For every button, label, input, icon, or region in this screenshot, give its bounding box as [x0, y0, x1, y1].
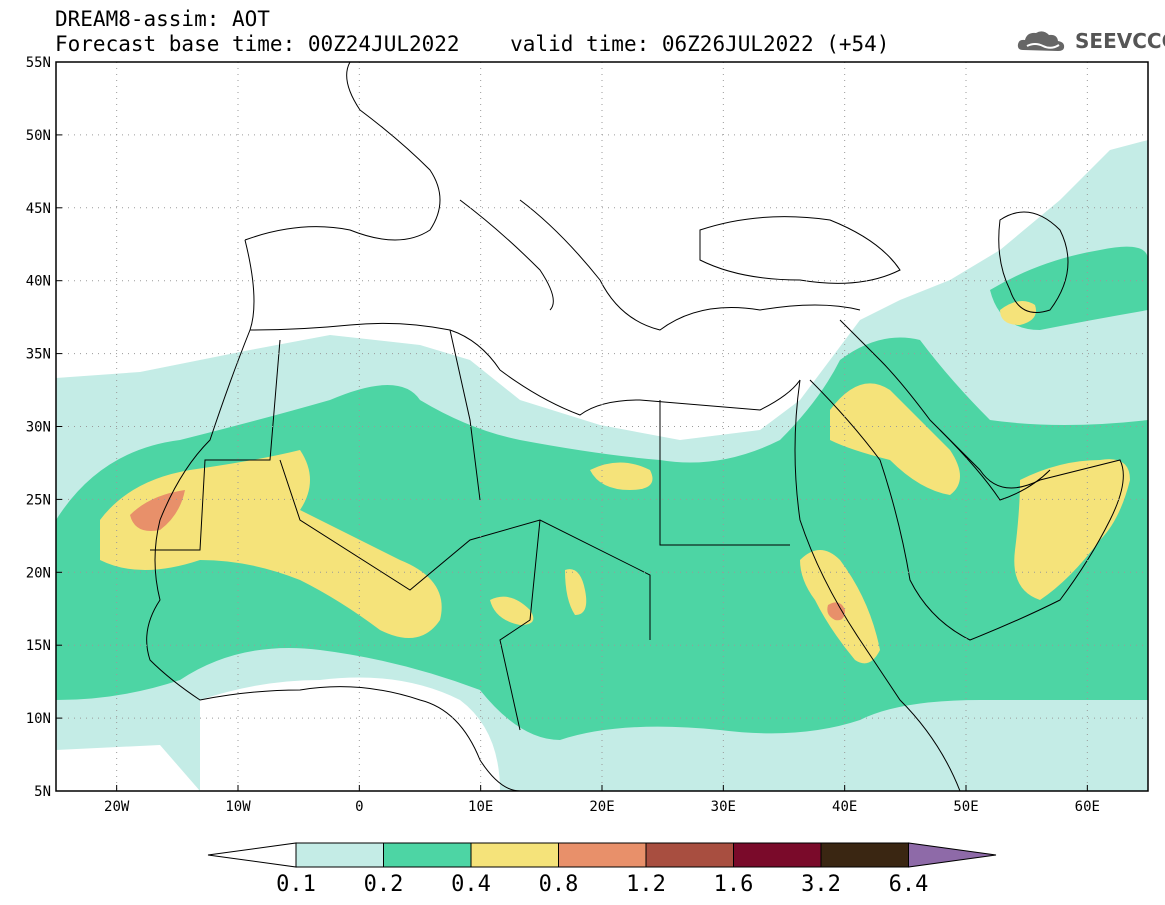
map-grid — [56, 62, 1148, 791]
colorbar-bin — [820, 842, 909, 868]
tick-label-lat: 25N — [26, 492, 51, 508]
colorbar-bin — [383, 842, 472, 868]
colorbar-label: 0.4 — [451, 872, 491, 897]
aot-field — [56, 140, 1148, 791]
logo-text: SEEVCCC — [1075, 29, 1165, 53]
colorbar-bin — [733, 842, 822, 868]
aot-contour-0.8-ethiopia — [827, 602, 845, 621]
title-line-1: DREAM8-assim: AOT — [55, 7, 270, 31]
tick-label-lon: 20W — [104, 799, 130, 815]
aot-contour-0.4-sahara — [100, 450, 442, 638]
title-line-2: Forecast base time: 00Z24JUL2022 valid t… — [55, 32, 890, 56]
tick-label-lon: 60E — [1075, 799, 1100, 815]
tick-label-lon: 10W — [225, 799, 251, 815]
coastline-caspian — [998, 211, 1069, 313]
tick-label-lon: 30E — [711, 799, 736, 815]
colorbar-label: 1.6 — [714, 872, 754, 897]
tick-label-lon: 10E — [468, 799, 493, 815]
coastline-italy — [459, 199, 554, 311]
colorbar-label: 0.2 — [364, 872, 404, 897]
tick-label-lat: 20N — [26, 565, 51, 581]
tick-label-lon: 40E — [832, 799, 857, 815]
coastline-africa — [146, 239, 521, 791]
tick-label-lon: 20E — [589, 799, 614, 815]
aot-contour-0.4-sudan — [490, 596, 534, 625]
cloud-logo-icon — [1017, 31, 1065, 51]
aot-contour-0.8-mauritania — [130, 490, 185, 531]
colorbar-label: 3.2 — [801, 872, 841, 897]
aot-contour-0.4-chad — [565, 569, 587, 615]
colorbar-bin — [645, 842, 734, 868]
tick-label-lat: 15N — [26, 638, 51, 654]
tick-label-lon: 50E — [953, 799, 978, 815]
tick-label-lat: 50N — [26, 128, 51, 144]
coastline-black-sea — [699, 216, 901, 284]
tick-label-lat: 35N — [26, 347, 51, 363]
colorbar-bin — [295, 842, 384, 868]
colorbar-over-triangle — [908, 842, 997, 868]
coastline-persian-gulf — [939, 429, 1051, 501]
coastline-europe — [244, 62, 441, 241]
colorbar-label: 0.8 — [539, 872, 579, 897]
aot-clear-gulfguinea — [56, 745, 200, 791]
aot-clear-westafrica — [200, 677, 500, 791]
colorbar: 0.1 0.2 0.4 0.8 1.2 1.6 3.2 6.4 — [207, 842, 997, 897]
coastline-north-africa — [249, 322, 801, 416]
seevccc-logo: SEEVCCC — [1015, 26, 1165, 56]
colorbar-bin — [470, 842, 559, 868]
colorbar-label: 1.2 — [626, 872, 666, 897]
tick-label-lat: 30N — [26, 420, 51, 436]
tick-label-lat: 10N — [26, 711, 51, 727]
border-sahel — [150, 329, 790, 731]
colorbar-label: 6.4 — [889, 872, 929, 897]
colorbar-bin — [558, 842, 647, 868]
coastline-arabia — [809, 319, 1124, 641]
tick-label-lat: 5N — [34, 784, 51, 800]
aot-contour-0.4-caspian — [1000, 301, 1036, 325]
coastlines — [146, 62, 1124, 791]
coastline-red-sea — [794, 379, 961, 791]
colorbar-label: 0.1 — [276, 872, 316, 897]
aot-contour-0.4-oman — [1014, 459, 1130, 600]
aot-contour-0.4-arabia — [830, 383, 960, 495]
tick-label-lat: 45N — [26, 201, 51, 217]
colorbar-under-triangle — [207, 842, 297, 868]
aot-contour-0.4-libya — [590, 462, 653, 490]
map-ticks: 20W 10W 0 10E 20E 30E 40E 50E 60E 55N 50N 45N 40N 35N… — [26, 55, 1100, 815]
tick-label-lat: 40N — [26, 274, 51, 290]
coastline-balkans — [519, 199, 861, 331]
tick-label-lon: 0 — [355, 799, 363, 815]
tick-label-lat: 55N — [26, 55, 51, 71]
